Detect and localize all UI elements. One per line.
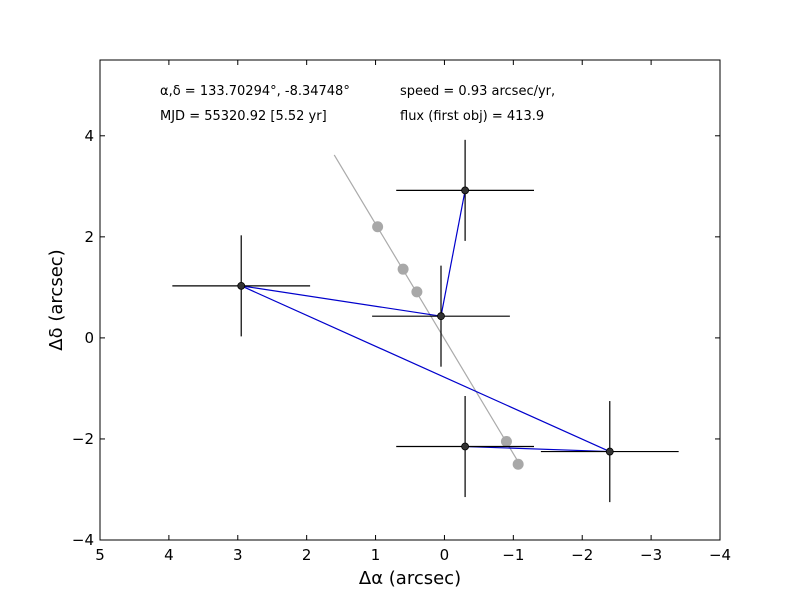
match-line <box>240 285 611 453</box>
ticks-layer: 5 4 3 2 1 0 −1 −2 −3 −4 −4 −2 0 2 4 <box>72 60 731 564</box>
detections-layer <box>172 139 679 503</box>
annotations-layer: α,δ = 133.70294°, -8.34748° MJD = 55320.… <box>160 84 555 124</box>
motion-track-line <box>333 154 521 466</box>
predicted-position-point <box>372 221 384 233</box>
predicted-position-point <box>397 263 409 275</box>
predicted-position-point <box>512 458 524 470</box>
x-tick-label: −3 <box>640 546 662 564</box>
detection-point <box>437 312 445 321</box>
annotation-mjd: MJD = 55320.92 [5.52 yr] <box>160 109 327 124</box>
x-tick-label: 1 <box>371 546 381 564</box>
match-line <box>465 445 610 453</box>
x-tick-label: 4 <box>164 546 174 564</box>
x-tick-label: 0 <box>440 546 450 564</box>
predicted-position-point <box>411 286 423 298</box>
detection-point <box>461 186 470 195</box>
predicted-positions-layer <box>372 221 524 470</box>
y-tick-label: 4 <box>84 127 94 145</box>
y-tick-label: 2 <box>84 228 94 246</box>
x-tick-label: −2 <box>571 546 593 564</box>
annotation-coords: α,δ = 133.70294°, -8.34748° <box>160 84 350 99</box>
plot-frame <box>99 59 721 541</box>
x-tick-label: 2 <box>302 546 312 564</box>
match-lines-layer <box>240 190 611 453</box>
motion-track-layer <box>333 154 521 466</box>
match-line <box>440 190 466 317</box>
x-tick-label: 3 <box>233 546 243 564</box>
match-line <box>241 285 442 317</box>
detection-point <box>605 447 614 456</box>
x-tick-label: −1 <box>502 546 524 564</box>
predicted-position-point <box>500 435 512 447</box>
detection-point <box>237 281 246 290</box>
detection-point <box>461 442 470 451</box>
x-tick-label: −4 <box>709 546 731 564</box>
y-tick-label: −2 <box>72 430 94 448</box>
y-tick-label: 0 <box>84 329 94 347</box>
annotation-flux: flux (first obj) = 413.9 <box>400 109 544 124</box>
x-axis-label: Δα (arcsec) <box>359 568 461 589</box>
annotation-speed: speed = 0.93 arcsec/yr, <box>400 84 555 99</box>
x-tick-label: 5 <box>95 546 105 564</box>
y-tick-label: −4 <box>72 531 94 549</box>
y-axis-label: Δδ (arcsec) <box>46 249 67 350</box>
